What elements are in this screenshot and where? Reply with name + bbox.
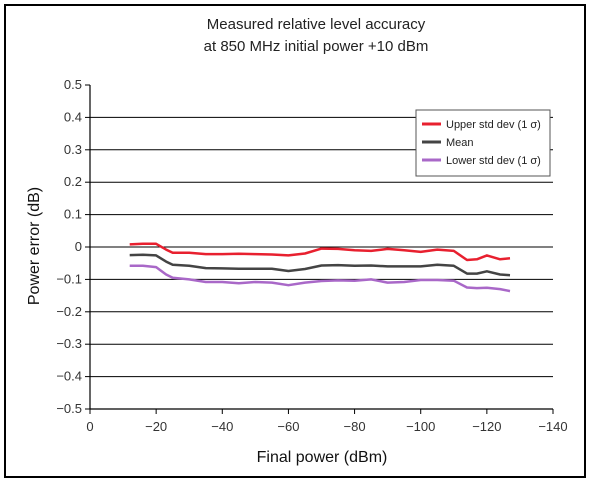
y-tick-label: −0.1 <box>56 271 82 286</box>
series-lines <box>129 242 511 293</box>
y-tick-label: −0.2 <box>56 304 82 319</box>
y-tick-label: −0.5 <box>56 401 82 416</box>
x-tick-label: −40 <box>211 419 233 434</box>
legend: Upper std dev (1 σ) Mean Lower std dev (… <box>415 109 551 177</box>
legend-label-lower: Lower std dev (1 σ) <box>446 155 541 167</box>
chart-frame <box>4 4 586 478</box>
series-upper-std-dev-line <box>129 242 511 262</box>
x-tick-label: −20 <box>145 419 167 434</box>
series-mean-line <box>129 253 511 277</box>
y-tick-label: 0.2 <box>64 174 82 189</box>
legend-label-mean: Mean <box>446 137 474 149</box>
y-tick-label: 0 <box>75 239 82 254</box>
x-tick-label: −100 <box>406 419 435 434</box>
x-tick-label: −140 <box>538 419 567 434</box>
gridlines <box>85 84 553 410</box>
legend-label-upper: Upper std dev (1 σ) <box>446 119 541 131</box>
y-tick-label: 0.4 <box>64 109 82 124</box>
series-lower-std-dev-line <box>129 264 511 293</box>
y-tick-labels: 0.5 0.4 0.3 0.2 0.1 0 −0.1 −0.2 −0.3 −0.4 −0.5 <box>56 77 82 416</box>
legend-box <box>415 109 551 177</box>
x-tick-labels: 0 −20 −40 −60 −80 −100 −120 −140 <box>86 419 567 434</box>
chart-title-line-1: Measured relative level accuracy <box>207 16 426 33</box>
x-tick-label: 0 <box>86 419 93 434</box>
y-tick-label: 0.3 <box>64 142 82 157</box>
y-tick-label: 0.1 <box>64 207 82 222</box>
chart-title-line-2: at 850 MHz initial power +10 dBm <box>204 38 429 55</box>
x-tick-label: −80 <box>344 419 366 434</box>
axes <box>89 85 554 414</box>
y-tick-label: −0.4 <box>56 369 82 384</box>
x-tick-label: −120 <box>472 419 501 434</box>
x-tick-label: −60 <box>277 419 299 434</box>
y-axis-label: Power error (dB) <box>26 187 43 305</box>
y-tick-label: −0.3 <box>56 336 82 351</box>
y-tick-label: 0.5 <box>64 77 82 92</box>
x-axis-label: Final power (dBm) <box>257 449 388 466</box>
